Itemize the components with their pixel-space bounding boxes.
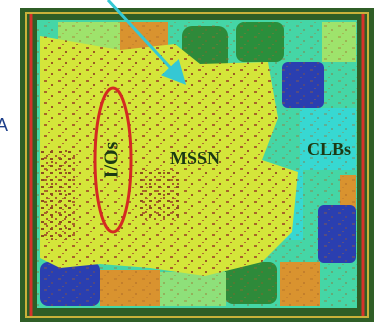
clbs-label: CLBs (307, 139, 351, 159)
chip-layout: I/Os MSSN CLBs A (0, 0, 383, 328)
mssn-label: MSSN (170, 148, 220, 168)
edge-label: A (0, 115, 8, 135)
ios-label: I/Os (101, 141, 123, 178)
